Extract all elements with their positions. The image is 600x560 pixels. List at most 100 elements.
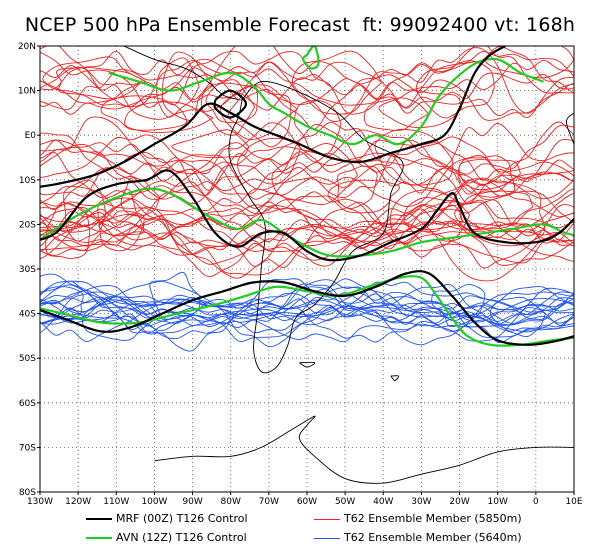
blue-member-loop <box>489 296 546 332</box>
blue-member-line <box>40 292 574 326</box>
legend-blue-member: T62 Ensemble Member (5640m) <box>314 531 522 544</box>
red-member-line <box>40 198 574 245</box>
red-member-loop <box>374 128 454 186</box>
red-member-loop <box>97 189 144 252</box>
central-america-coast <box>123 46 239 100</box>
lat-label: 30S <box>19 265 36 275</box>
red-member-loop <box>389 189 471 252</box>
latitude-labels: 20N 10N E0 10S 20S 30S 40S 50S 60S 70S 80S <box>18 42 36 498</box>
blue-member-loop <box>40 286 84 321</box>
lon-label: 40W <box>373 497 393 507</box>
lon-label: 90W <box>182 497 202 507</box>
falklands-coast <box>299 361 316 368</box>
legend-avn-swatch <box>86 537 112 539</box>
red-member-loop <box>378 90 463 128</box>
south-america-coast <box>228 80 404 374</box>
red-member-line <box>40 67 574 130</box>
lon-label: 50W <box>335 497 355 507</box>
lon-label: 130W <box>27 497 53 507</box>
legend-red-member: T62 Ensemble Member (5850m) <box>314 512 522 525</box>
lat-label: 80S <box>19 488 36 498</box>
blue-member-line <box>40 298 574 343</box>
lat-label: 70S <box>19 443 36 453</box>
africa-coast <box>565 112 574 146</box>
lon-label: 120W <box>65 497 91 507</box>
red-member-line <box>40 61 574 109</box>
lat-label: 20S <box>19 220 36 230</box>
mrf-tropical-contour <box>40 169 574 262</box>
lat-label: 10S <box>19 176 36 186</box>
avn-north-contour <box>108 57 544 146</box>
red-member-loop <box>98 210 145 237</box>
longitude-labels: 130W 120W 110W 100W 90W 80W 70W 60W 50W 40W 30W 20W… <box>27 497 583 507</box>
avn-small-loop <box>302 46 320 70</box>
red-member-loop <box>200 79 256 136</box>
red-member-line <box>40 61 574 120</box>
red-member-line <box>40 206 574 282</box>
mrf-north-contour <box>40 46 506 188</box>
legend-avn: AVN (12Z) T126 Control <box>86 531 247 544</box>
blue-member-line <box>40 297 574 343</box>
mrf-midlat-contour <box>40 270 574 346</box>
lon-label: 110W <box>103 497 129 507</box>
red-member-loop <box>337 165 378 210</box>
red-member-loop <box>294 99 342 155</box>
coastlines <box>123 46 574 484</box>
contour-lines <box>40 46 574 484</box>
lat-label: 10N <box>18 87 36 97</box>
legend-mrf: MRF (00Z) T126 Control <box>86 512 248 525</box>
red-member-loop <box>327 179 400 214</box>
red-member-line <box>40 202 574 267</box>
red-member-loop <box>458 159 522 191</box>
lon-label: 10E <box>565 497 582 507</box>
plot-frame <box>39 45 575 493</box>
lon-label: 70W <box>259 497 279 507</box>
blue-member-loop <box>149 271 201 320</box>
lat-label: 40S <box>19 310 36 320</box>
lat-label: E0 <box>25 131 37 141</box>
red-member-line <box>40 59 574 111</box>
red-member-loop <box>40 185 115 233</box>
lat-label: 60S <box>19 399 36 409</box>
legend-avn-label: AVN (12Z) T126 Control <box>116 531 247 544</box>
red-member-loop <box>56 67 146 100</box>
red-member-line <box>40 123 574 201</box>
lat-label: 50S <box>19 354 36 364</box>
red-member-loop <box>124 101 214 133</box>
red-member-line <box>40 46 574 108</box>
lon-label: 100W <box>141 497 167 507</box>
lon-label: 0 <box>533 497 539 507</box>
lon-label: 80W <box>221 497 241 507</box>
red-member-line <box>40 208 574 261</box>
red-member-loop <box>363 97 429 131</box>
blue-member-line <box>40 292 574 325</box>
red-member-loop <box>271 143 358 205</box>
red-member-line <box>40 134 574 199</box>
legend-mrf-label: MRF (00Z) T126 Control <box>116 512 248 525</box>
red-member-line <box>40 184 574 265</box>
lon-label: 20W <box>449 497 469 507</box>
antarctica-coast <box>154 415 574 484</box>
blue-member-line <box>40 296 574 327</box>
red-member-line <box>40 212 574 269</box>
lat-label: 20N <box>18 42 36 52</box>
legend-mrf-swatch <box>86 518 112 520</box>
red-member-line <box>40 204 574 264</box>
mrf-control-contours <box>40 46 574 346</box>
red-member-loop <box>415 60 495 119</box>
south-georgia-coast <box>390 375 400 381</box>
red-member-loop <box>457 155 516 198</box>
red-member-loop <box>403 196 463 231</box>
red-member-loop <box>42 56 143 104</box>
lon-label: 10W <box>488 497 508 507</box>
red-member-line <box>40 139 574 210</box>
red-member-line <box>40 143 574 204</box>
legend-red-label: T62 Ensemble Member (5850m) <box>344 512 522 525</box>
red-member-line <box>40 178 574 254</box>
blue-member-line <box>40 283 574 342</box>
blue-member-line <box>40 296 574 344</box>
lon-label: 30W <box>411 497 431 507</box>
legend-red-swatch <box>314 518 340 520</box>
red-member-line <box>40 201 574 276</box>
